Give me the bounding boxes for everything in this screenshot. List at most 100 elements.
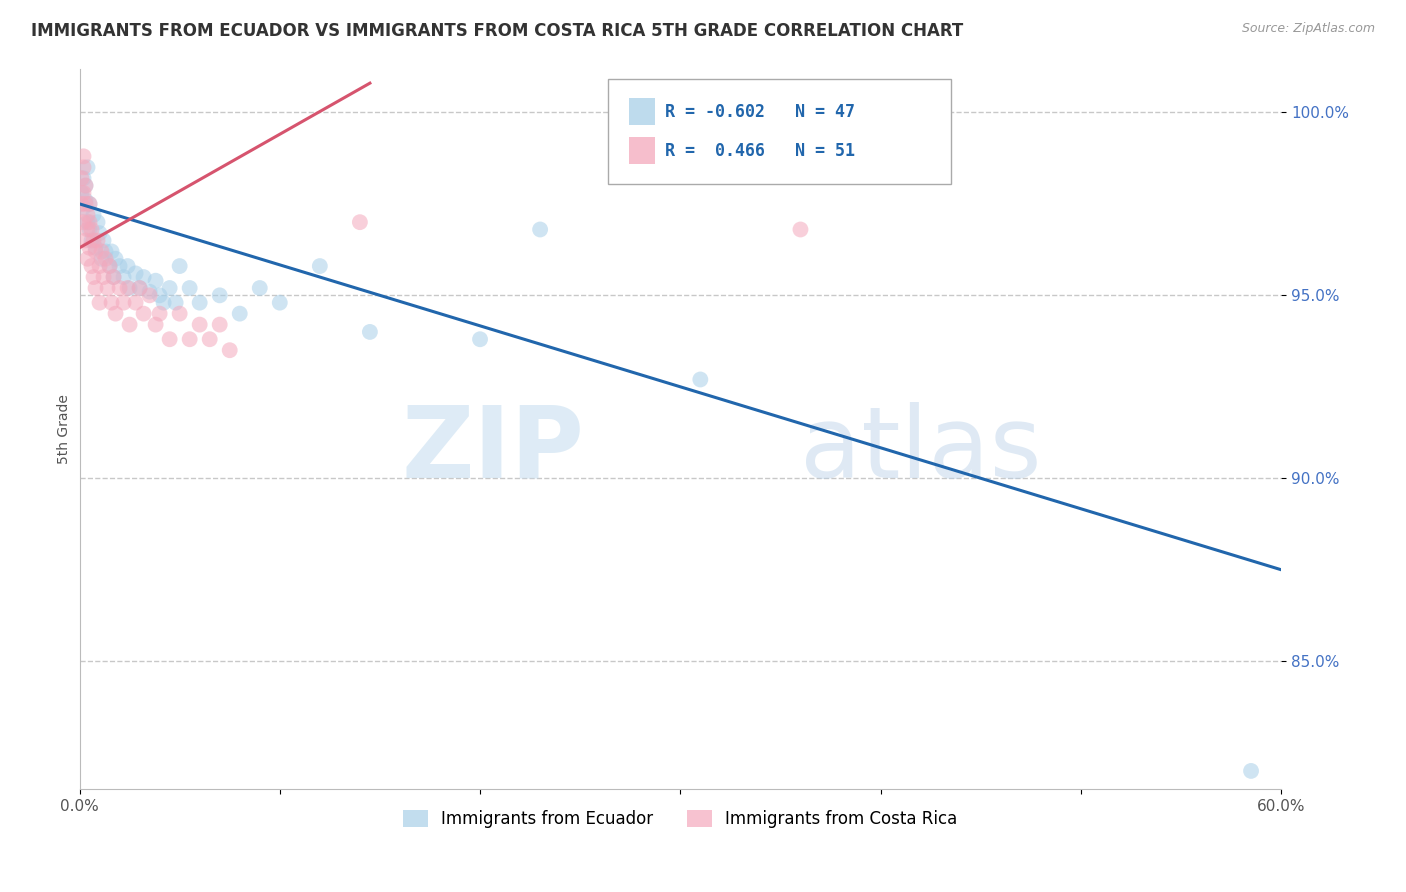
- Point: [128, 281, 150, 295]
- Point: [72, 186, 94, 200]
- Point: [94, 244, 117, 259]
- Point: [93, 234, 115, 248]
- Point: [76, 252, 98, 266]
- Point: [349, 215, 371, 229]
- Point: [84, 244, 107, 259]
- Point: [152, 295, 174, 310]
- Point: [94, 252, 117, 266]
- Point: [132, 307, 155, 321]
- FancyBboxPatch shape: [609, 79, 950, 184]
- Point: [169, 307, 191, 321]
- Point: [75, 197, 97, 211]
- Point: [138, 285, 160, 299]
- Text: ZIP: ZIP: [401, 402, 583, 499]
- Point: [76, 222, 98, 236]
- Point: [80, 234, 103, 248]
- Point: [72, 171, 94, 186]
- Point: [198, 332, 221, 346]
- Point: [83, 208, 105, 222]
- Point: [86, 234, 108, 248]
- Point: [75, 178, 97, 193]
- Point: [165, 295, 187, 310]
- Point: [75, 193, 97, 207]
- Point: [90, 252, 112, 266]
- Point: [159, 332, 181, 346]
- Point: [468, 332, 491, 346]
- Point: [159, 281, 181, 295]
- Point: [93, 270, 115, 285]
- Point: [103, 270, 125, 285]
- Point: [86, 215, 108, 229]
- Point: [179, 281, 201, 295]
- Point: [72, 201, 94, 215]
- Point: [359, 325, 381, 339]
- Point: [98, 259, 121, 273]
- Point: [76, 208, 98, 222]
- Point: [75, 178, 97, 193]
- Point: [70, 197, 93, 211]
- Point: [117, 281, 139, 295]
- Point: [149, 307, 172, 321]
- Point: [83, 234, 105, 248]
- Point: [108, 259, 131, 273]
- Point: [138, 288, 160, 302]
- Point: [96, 281, 118, 295]
- Bar: [628, 137, 655, 164]
- Point: [689, 372, 711, 386]
- Point: [80, 259, 103, 273]
- Text: IMMIGRANTS FROM ECUADOR VS IMMIGRANTS FROM COSTA RICA 5TH GRADE CORRELATION CHAR: IMMIGRANTS FROM ECUADOR VS IMMIGRANTS FR…: [31, 22, 963, 40]
- Point: [72, 161, 94, 175]
- Point: [145, 318, 167, 332]
- Point: [789, 222, 811, 236]
- Point: [79, 197, 101, 211]
- Legend: Immigrants from Ecuador, Immigrants from Costa Rica: Immigrants from Ecuador, Immigrants from…: [396, 804, 965, 835]
- Point: [149, 288, 172, 302]
- Point: [72, 215, 94, 229]
- Point: [188, 295, 211, 310]
- Point: [308, 259, 330, 273]
- Text: atlas: atlas: [800, 402, 1042, 499]
- Point: [76, 215, 98, 229]
- Point: [112, 270, 135, 285]
- Point: [124, 295, 146, 310]
- Point: [104, 307, 127, 321]
- Point: [80, 222, 103, 236]
- Point: [145, 274, 167, 288]
- Point: [89, 259, 111, 273]
- Text: Source: ZipAtlas.com: Source: ZipAtlas.com: [1241, 22, 1375, 36]
- Text: R =  0.466   N = 51: R = 0.466 N = 51: [665, 143, 855, 161]
- Point: [79, 222, 101, 236]
- Y-axis label: 5th Grade: 5th Grade: [58, 394, 72, 464]
- Point: [108, 281, 131, 295]
- Point: [269, 295, 291, 310]
- Bar: [628, 98, 655, 126]
- Point: [128, 281, 150, 295]
- Point: [98, 259, 121, 273]
- Point: [117, 259, 139, 273]
- Point: [118, 281, 141, 295]
- Point: [90, 244, 112, 259]
- Point: [83, 270, 105, 285]
- Point: [79, 241, 101, 255]
- Point: [75, 234, 97, 248]
- Point: [179, 332, 201, 346]
- Point: [79, 215, 101, 229]
- Point: [208, 318, 231, 332]
- Point: [188, 318, 211, 332]
- Point: [208, 288, 231, 302]
- Point: [89, 226, 111, 240]
- Text: R = -0.602   N = 47: R = -0.602 N = 47: [665, 103, 855, 120]
- Point: [103, 270, 125, 285]
- Point: [249, 281, 271, 295]
- Point: [112, 295, 135, 310]
- Point: [72, 149, 94, 163]
- Point: [132, 270, 155, 285]
- Point: [169, 259, 191, 273]
- Point: [124, 266, 146, 280]
- Point: [70, 171, 93, 186]
- Point: [84, 241, 107, 255]
- Point: [100, 295, 122, 310]
- Point: [218, 343, 240, 358]
- Point: [84, 281, 107, 295]
- Point: [79, 197, 101, 211]
